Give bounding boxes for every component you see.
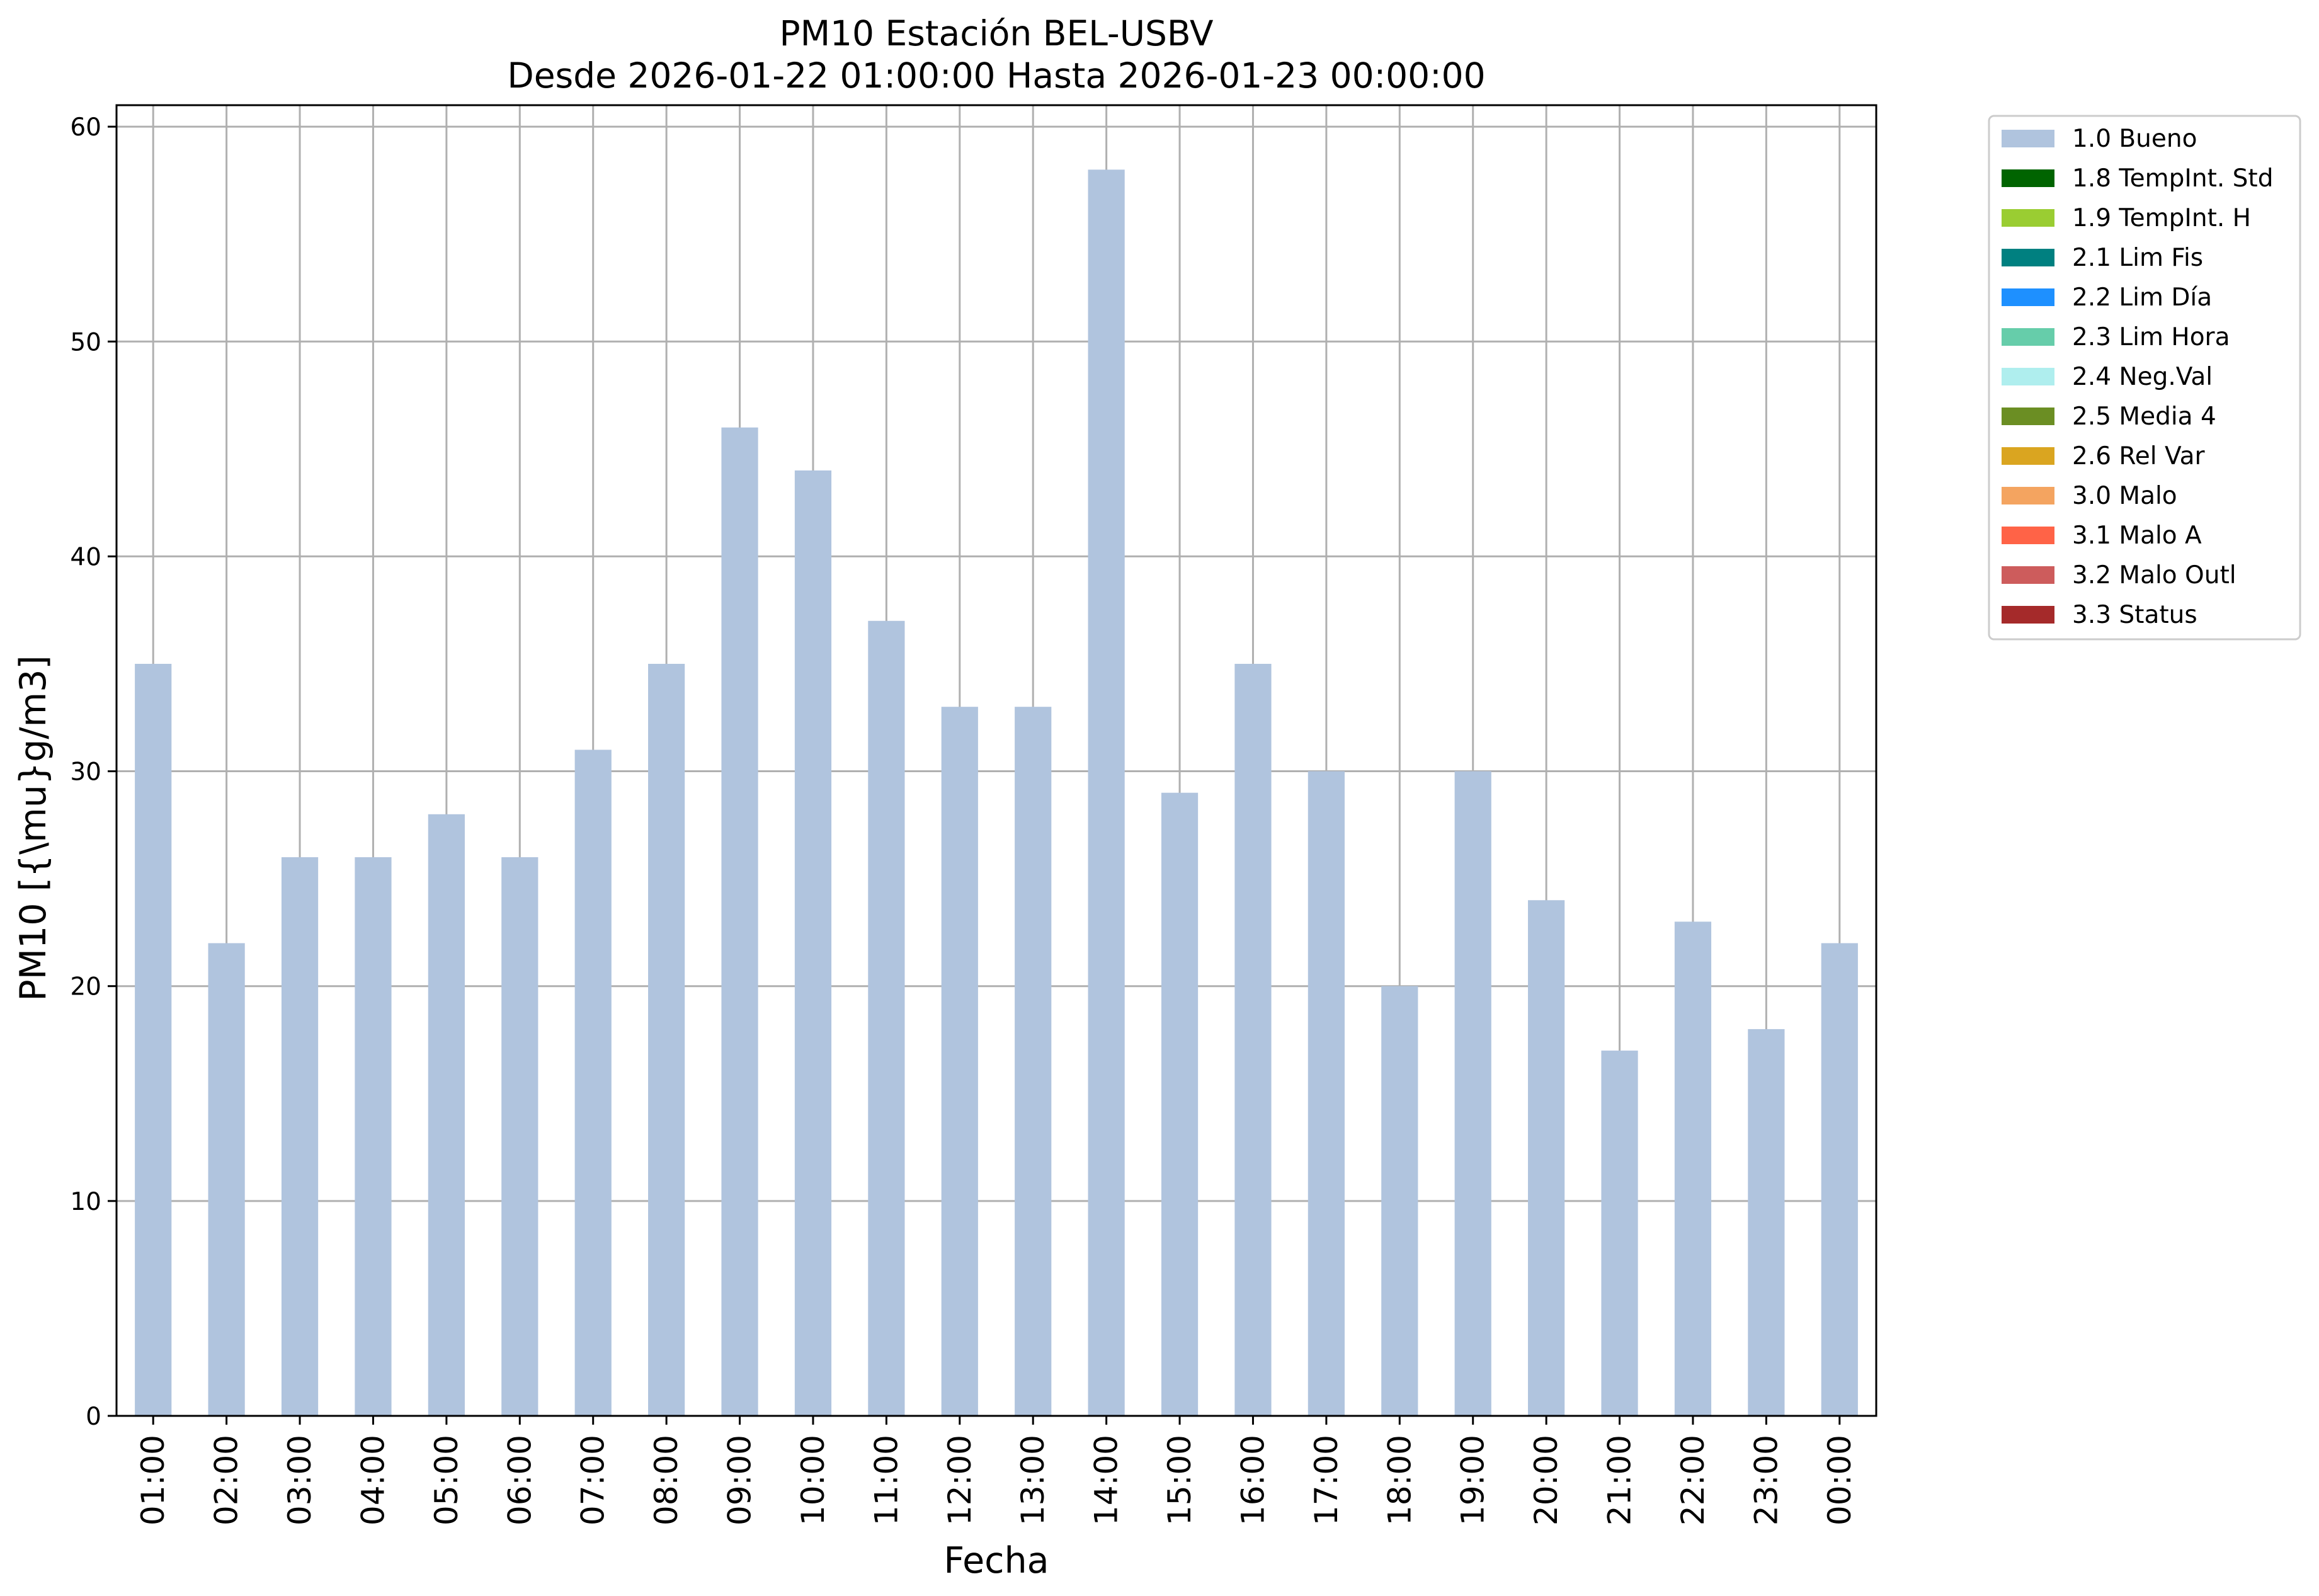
chart-title: PM10 Estación BEL-USBV (779, 13, 1213, 54)
bar-0100 (135, 663, 172, 1416)
x-tick-label: 11:00 (868, 1435, 904, 1525)
legend-swatch (2002, 606, 2054, 624)
bar-1000 (794, 470, 832, 1416)
bar-2000 (1528, 900, 1565, 1416)
x-tick-label: 12:00 (942, 1435, 978, 1525)
x-tick-label: 13:00 (1015, 1435, 1051, 1525)
x-tick-label: 05:00 (428, 1435, 465, 1525)
legend-swatch (2002, 527, 2054, 544)
bar-0300 (281, 857, 319, 1416)
bar-0800 (648, 663, 685, 1416)
x-tick-label: 20:00 (1528, 1435, 1564, 1525)
x-tick-label: 01:00 (135, 1435, 171, 1525)
legend: 1.0 Bueno 1.8 TempInt. Std 1.9 TempInt. H 2… (1988, 115, 2301, 641)
x-tick-label: 14:00 (1088, 1435, 1125, 1525)
bar-1600 (1234, 663, 1272, 1416)
legend-label: 3.1 Malo A (2072, 522, 2202, 550)
bar-0500 (428, 814, 465, 1416)
legend-swatch (2002, 368, 2054, 385)
x-tick-label: 04:00 (355, 1435, 391, 1525)
bar-1800 (1381, 986, 1418, 1416)
legend-swatch (2002, 288, 2054, 306)
bar-2300 (1748, 1029, 1785, 1416)
x-tick-label: 06:00 (501, 1435, 538, 1525)
legend-swatch (2002, 447, 2054, 465)
y-axis-ticks: 0 10 20 30 40 50 60 (70, 113, 117, 1431)
x-tick-label: 15:00 (1161, 1435, 1198, 1525)
x-tick-label: 09:00 (722, 1435, 758, 1525)
legend-frame (1988, 115, 2301, 641)
x-tick-label: 17:00 (1308, 1435, 1345, 1525)
legend-swatch (2002, 408, 2054, 425)
bar-1900 (1454, 771, 1491, 1416)
x-tick-label: 23:00 (1748, 1435, 1784, 1525)
y-axis-label: PM10 [{\mu}g/m3] (13, 655, 54, 1001)
legend-label: 1.8 TempInt. Std (2072, 164, 2273, 193)
bar-0900 (721, 427, 758, 1416)
legend-swatch (2002, 249, 2054, 266)
y-tick-label: 50 (70, 328, 101, 356)
y-tick-label: 40 (70, 543, 101, 571)
legend-label: 2.4 Neg.Val (2072, 363, 2213, 391)
bar-1200 (941, 707, 978, 1416)
x-tick-label: 19:00 (1455, 1435, 1491, 1525)
y-tick-label: 10 (70, 1188, 101, 1216)
legend-swatch (2002, 130, 2054, 147)
legend-label: 1.9 TempInt. H (2072, 204, 2251, 232)
legend-swatch (2002, 209, 2054, 227)
bar-0700 (574, 750, 612, 1416)
x-axis-ticks: 01:00 02:00 03:00 04:00 05:00 06:00 07:00 08:00… (135, 1416, 1858, 1525)
legend-label: 3.3 Status (2072, 601, 2197, 629)
legend-swatch (2002, 328, 2054, 346)
bar-1300 (1015, 707, 1052, 1416)
bars (135, 169, 1858, 1416)
legend-label: 2.3 Lim Hora (2072, 323, 2230, 351)
x-tick-label: 03:00 (282, 1435, 318, 1525)
legend-label: 3.2 Malo Outl (2072, 561, 2236, 590)
x-tick-label: 08:00 (648, 1435, 685, 1525)
x-tick-label: 07:00 (575, 1435, 612, 1525)
legend-swatch (2002, 487, 2054, 504)
legend-label: 2.6 Rel Var (2072, 442, 2206, 470)
x-tick-label: 22:00 (1675, 1435, 1711, 1525)
x-tick-label: 02:00 (208, 1435, 245, 1525)
chart-subtitle: Desde 2026-01-22 01:00:00 Hasta 2026-01-… (507, 55, 1485, 96)
legend-label: 2.2 Lim Día (2072, 283, 2212, 312)
bar-1700 (1308, 771, 1345, 1416)
bar-0200 (208, 943, 245, 1416)
legend-swatch (2002, 566, 2054, 584)
y-tick-label: 20 (70, 973, 101, 1001)
bar-1100 (868, 620, 905, 1416)
bar-0000 (1821, 943, 1858, 1416)
x-tick-label: 00:00 (1821, 1435, 1858, 1525)
y-tick-label: 60 (70, 113, 101, 142)
bar-0400 (355, 857, 392, 1416)
bar-2200 (1674, 921, 1712, 1416)
legend-label: 3.0 Malo (2072, 482, 2177, 510)
x-axis-label: Fecha (943, 1540, 1049, 1582)
x-tick-label: 10:00 (795, 1435, 831, 1525)
x-tick-label: 18:00 (1381, 1435, 1418, 1525)
plot-frame (115, 104, 1877, 1417)
bar-2100 (1601, 1051, 1638, 1416)
bar-0600 (501, 857, 538, 1416)
legend-label: 1.0 Bueno (2072, 125, 2197, 153)
legend-label: 2.5 Media 4 (2072, 402, 2216, 431)
legend-swatch (2002, 169, 2054, 187)
legend-label: 2.1 Lim Fis (2072, 244, 2203, 272)
x-tick-label: 21:00 (1602, 1435, 1638, 1525)
x-tick-label: 16:00 (1234, 1435, 1271, 1525)
y-tick-label: 30 (70, 758, 101, 787)
bar-1400 (1088, 169, 1125, 1416)
y-tick-label: 0 (86, 1403, 101, 1431)
bar-1500 (1161, 792, 1199, 1416)
